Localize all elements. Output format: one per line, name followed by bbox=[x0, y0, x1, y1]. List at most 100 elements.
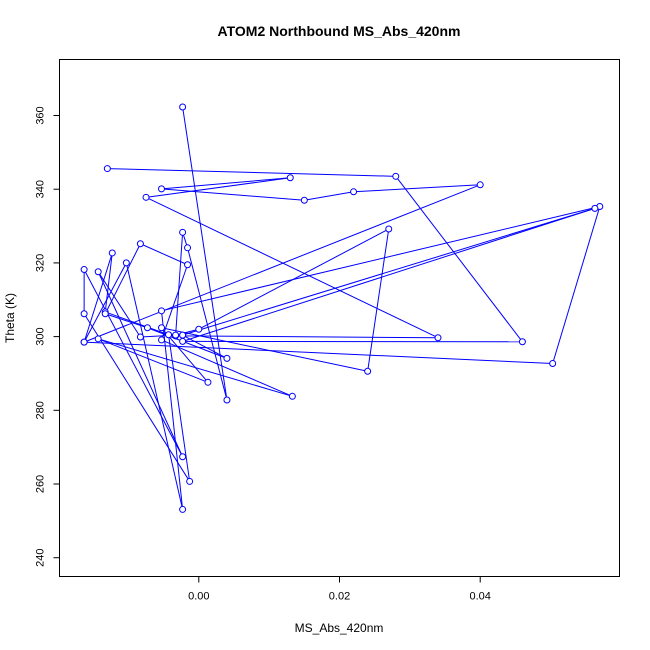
data-point bbox=[186, 477, 194, 485]
series-line-segment bbox=[83, 184, 481, 343]
data-point bbox=[300, 196, 308, 204]
data-point bbox=[143, 324, 151, 332]
series-line-segment bbox=[353, 184, 481, 193]
series-line-segment bbox=[161, 327, 368, 372]
series-line-segment bbox=[367, 228, 390, 372]
data-point bbox=[476, 181, 484, 189]
data-point bbox=[179, 228, 187, 236]
data-point bbox=[136, 240, 144, 248]
series-line-segment bbox=[97, 271, 184, 457]
series-line-segment bbox=[83, 313, 191, 482]
data-point bbox=[80, 266, 88, 274]
series-line-segment bbox=[161, 339, 293, 397]
series-line-segment bbox=[98, 338, 293, 397]
series-line-segment bbox=[83, 262, 127, 343]
series-line-segment bbox=[161, 264, 189, 341]
series-line-segment bbox=[182, 106, 228, 401]
x-axis-label: MS_Abs_420nm bbox=[295, 621, 384, 635]
series-line-segment bbox=[105, 311, 169, 336]
data-point bbox=[179, 103, 187, 111]
data-point bbox=[122, 259, 130, 267]
series-line-segment bbox=[140, 243, 188, 266]
y-tick-label: 240 bbox=[35, 549, 47, 567]
y-tick-label: 300 bbox=[35, 327, 47, 345]
series-line-segment bbox=[105, 313, 148, 329]
series-line-segment bbox=[145, 177, 291, 198]
series-line-segment bbox=[182, 207, 596, 342]
data-point bbox=[103, 165, 111, 173]
data-point bbox=[350, 188, 358, 196]
y-tick-label: 360 bbox=[35, 106, 47, 124]
data-point bbox=[165, 331, 173, 339]
series-line-segment bbox=[83, 252, 113, 343]
y-tick-label: 340 bbox=[35, 180, 47, 198]
series-line-segment bbox=[84, 341, 553, 365]
data-point bbox=[434, 334, 442, 342]
data-point bbox=[549, 360, 557, 368]
series-line-segment bbox=[145, 196, 439, 339]
series-line-segment bbox=[182, 207, 596, 336]
data-point bbox=[179, 337, 187, 345]
series-line-segment bbox=[97, 271, 141, 338]
series-line-segment bbox=[104, 243, 141, 314]
data-point bbox=[80, 338, 88, 346]
x-tick-label: 0.00 bbox=[188, 591, 209, 603]
data-point bbox=[179, 453, 187, 461]
chart-title: ATOM2 Northbound MS_Abs_420nm bbox=[218, 23, 461, 39]
data-point bbox=[94, 335, 102, 343]
data-point bbox=[223, 354, 231, 362]
data-point bbox=[158, 185, 166, 193]
y-axis: 240 260 280 300 320 340 360 bbox=[35, 106, 60, 567]
data-point bbox=[195, 325, 203, 333]
data-point bbox=[591, 204, 599, 212]
y-tick-label: 280 bbox=[35, 401, 47, 419]
series-layer bbox=[80, 103, 604, 513]
data-point bbox=[184, 244, 192, 252]
series-line-segment bbox=[168, 334, 191, 482]
data-point bbox=[179, 505, 187, 513]
series-line-segment bbox=[161, 310, 184, 510]
data-point bbox=[136, 333, 144, 341]
data-point bbox=[158, 307, 166, 315]
data-point bbox=[158, 336, 166, 344]
data-point bbox=[385, 225, 393, 233]
data-point bbox=[392, 172, 400, 180]
data-point bbox=[518, 338, 526, 346]
series-line-segment bbox=[175, 232, 184, 336]
x-tick-label: 0.04 bbox=[469, 591, 490, 603]
series-line-segment bbox=[161, 177, 291, 190]
data-point bbox=[184, 261, 192, 269]
series-line-segment bbox=[125, 262, 184, 510]
series-line-segment bbox=[98, 338, 209, 383]
data-point bbox=[286, 174, 294, 182]
data-point bbox=[172, 331, 180, 339]
data-point bbox=[94, 268, 102, 276]
series-line-segment bbox=[304, 191, 354, 201]
series-line-segment bbox=[552, 206, 601, 364]
series-line-segment bbox=[161, 206, 600, 312]
data-point bbox=[101, 310, 109, 318]
series-line-segment bbox=[175, 335, 438, 339]
series-line-segment bbox=[83, 269, 184, 457]
plot-area-frame bbox=[59, 59, 620, 577]
x-tick-label: 0.02 bbox=[329, 591, 350, 603]
data-point bbox=[179, 331, 187, 339]
x-axis: 0.00 0.02 0.04 bbox=[188, 576, 491, 603]
data-point bbox=[223, 396, 231, 404]
data-point bbox=[364, 367, 372, 375]
series-line-segment bbox=[107, 168, 396, 177]
series-line-segment bbox=[395, 176, 523, 343]
data-point bbox=[204, 378, 212, 386]
series-line-segment bbox=[161, 188, 305, 201]
series-line-segment bbox=[198, 228, 389, 330]
y-axis-label: Theta (K) bbox=[3, 293, 17, 343]
data-point bbox=[142, 193, 150, 201]
data-point bbox=[108, 249, 116, 257]
data-point bbox=[288, 392, 296, 400]
y-tick-label: 320 bbox=[35, 254, 47, 272]
series-line-segment bbox=[147, 327, 228, 359]
data-point bbox=[158, 324, 166, 332]
data-point bbox=[80, 310, 88, 318]
